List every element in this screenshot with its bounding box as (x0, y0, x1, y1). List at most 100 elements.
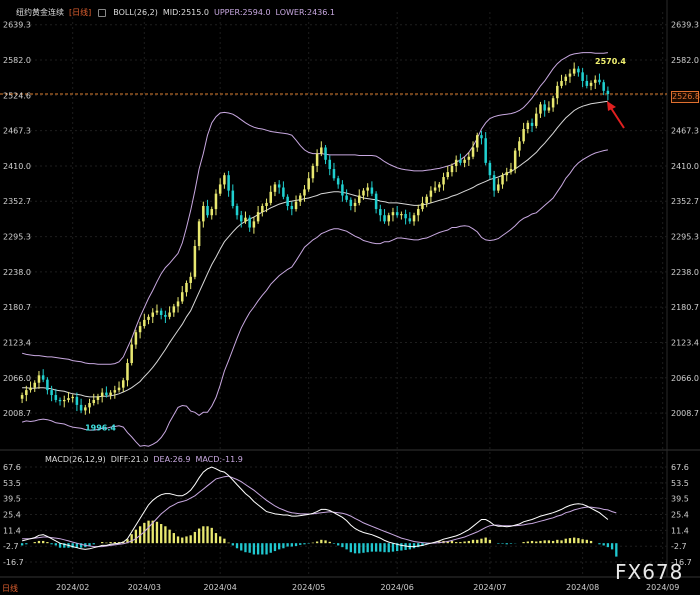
period-label[interactable]: [日线] (69, 8, 92, 17)
candle-body (282, 187, 285, 197)
dea-line (22, 475, 617, 548)
candle-body (62, 399, 66, 402)
candle-body (79, 404, 83, 411)
candle-body (518, 141, 521, 151)
candle-body (172, 306, 176, 313)
y-tick-right: 2066.0 (671, 374, 699, 383)
candle-body (147, 316, 150, 320)
candle-body (151, 312, 155, 317)
candle-body (227, 175, 230, 191)
candle-body (155, 310, 159, 313)
candle-body (534, 113, 538, 126)
candle-body (341, 184, 344, 196)
candle-body (433, 187, 437, 191)
candle-body (109, 392, 112, 396)
candle-body (497, 184, 500, 191)
indicator-settings-icon[interactable] (98, 8, 107, 17)
candle-body (530, 122, 534, 126)
candle-body (206, 205, 209, 216)
candle-body (602, 82, 605, 91)
candle-body (159, 310, 163, 315)
y-tick-right: 2582.0 (671, 56, 699, 65)
macd-panel (20, 466, 618, 557)
y-tick-left: 2410.0 (3, 162, 31, 171)
candle-body (75, 396, 79, 405)
candle-body (501, 175, 504, 185)
macd-y-tick-left: -16.7 (3, 558, 24, 567)
candle-body (307, 178, 310, 190)
candle-body (320, 147, 323, 154)
x-tick-label: 2024/06 (381, 583, 414, 592)
candle-body (54, 395, 58, 400)
candle-body (484, 138, 487, 163)
candle-body (404, 213, 407, 219)
candle-body (450, 165, 454, 173)
candle-body (480, 135, 483, 139)
candle-body (568, 73, 572, 77)
candle-body (315, 153, 319, 166)
macd-y-tick-left: 25.4 (3, 511, 21, 520)
candle-body (134, 332, 138, 345)
y-tick-right: 2180.7 (671, 303, 699, 312)
candle-body (357, 195, 361, 203)
candle-body (176, 301, 180, 307)
macd-y-tick-left: 11.4 (3, 526, 21, 535)
candle-body (543, 104, 546, 111)
candle-body (210, 209, 214, 216)
boll-lower: LOWER:2436.1 (275, 8, 335, 17)
candles (20, 62, 610, 415)
candle-body (92, 399, 96, 404)
candle-body (235, 205, 239, 216)
candle-body (475, 135, 479, 148)
candle-body (421, 202, 424, 210)
candle-body (277, 184, 281, 188)
candle-body (438, 184, 441, 188)
watermark: FX678 (615, 560, 684, 584)
candle-body (412, 215, 416, 222)
candle-body (425, 196, 428, 203)
candle-body (370, 187, 374, 194)
macd-value: MACD:-11.9 (195, 455, 243, 464)
candle-body (324, 147, 327, 160)
candle-body (509, 169, 513, 173)
candle-body (202, 205, 205, 222)
candle-body (556, 85, 559, 99)
candle-body (379, 209, 382, 216)
high-label: 2570.4 (595, 57, 626, 66)
candle-body (459, 159, 462, 163)
y-tick-right: 2295.3 (671, 233, 699, 242)
candle-body (463, 159, 466, 163)
candle-body (416, 209, 420, 216)
candle-body (598, 79, 601, 83)
candle-body (471, 147, 475, 157)
macd-y-tick-right: -2.7 (671, 542, 687, 551)
y-tick-right: 2639.3 (671, 21, 699, 30)
y-tick-left: 2238.0 (3, 268, 31, 277)
boll-mid: MID:2515.0 (162, 8, 209, 17)
candle-body (46, 379, 49, 391)
candle-body (374, 193, 378, 210)
candle-body (442, 177, 445, 185)
boll-upper-line (21, 52, 608, 365)
candle-body (269, 191, 273, 203)
y-tick-right: 2008.7 (671, 409, 699, 418)
candle-body (539, 104, 542, 114)
candle-body (265, 202, 268, 206)
candle-body (387, 215, 391, 222)
macd-y-tick-left: 53.5 (3, 479, 21, 488)
candle-body (185, 282, 188, 293)
candle-body (261, 205, 264, 213)
boll-lower-line (21, 149, 608, 447)
candle-body (362, 190, 365, 196)
candle-body (223, 175, 226, 185)
candle-body (513, 150, 517, 170)
period-tab[interactable]: 日线 (2, 584, 18, 593)
y-tick-left: 2066.0 (3, 374, 31, 383)
candle-body (429, 190, 433, 197)
candle-body (395, 212, 399, 216)
candle-body (121, 380, 125, 388)
y-tick-left: 2639.3 (3, 21, 31, 30)
candle-body (164, 314, 167, 317)
boll-upper: UPPER:2594.0 (213, 8, 271, 17)
